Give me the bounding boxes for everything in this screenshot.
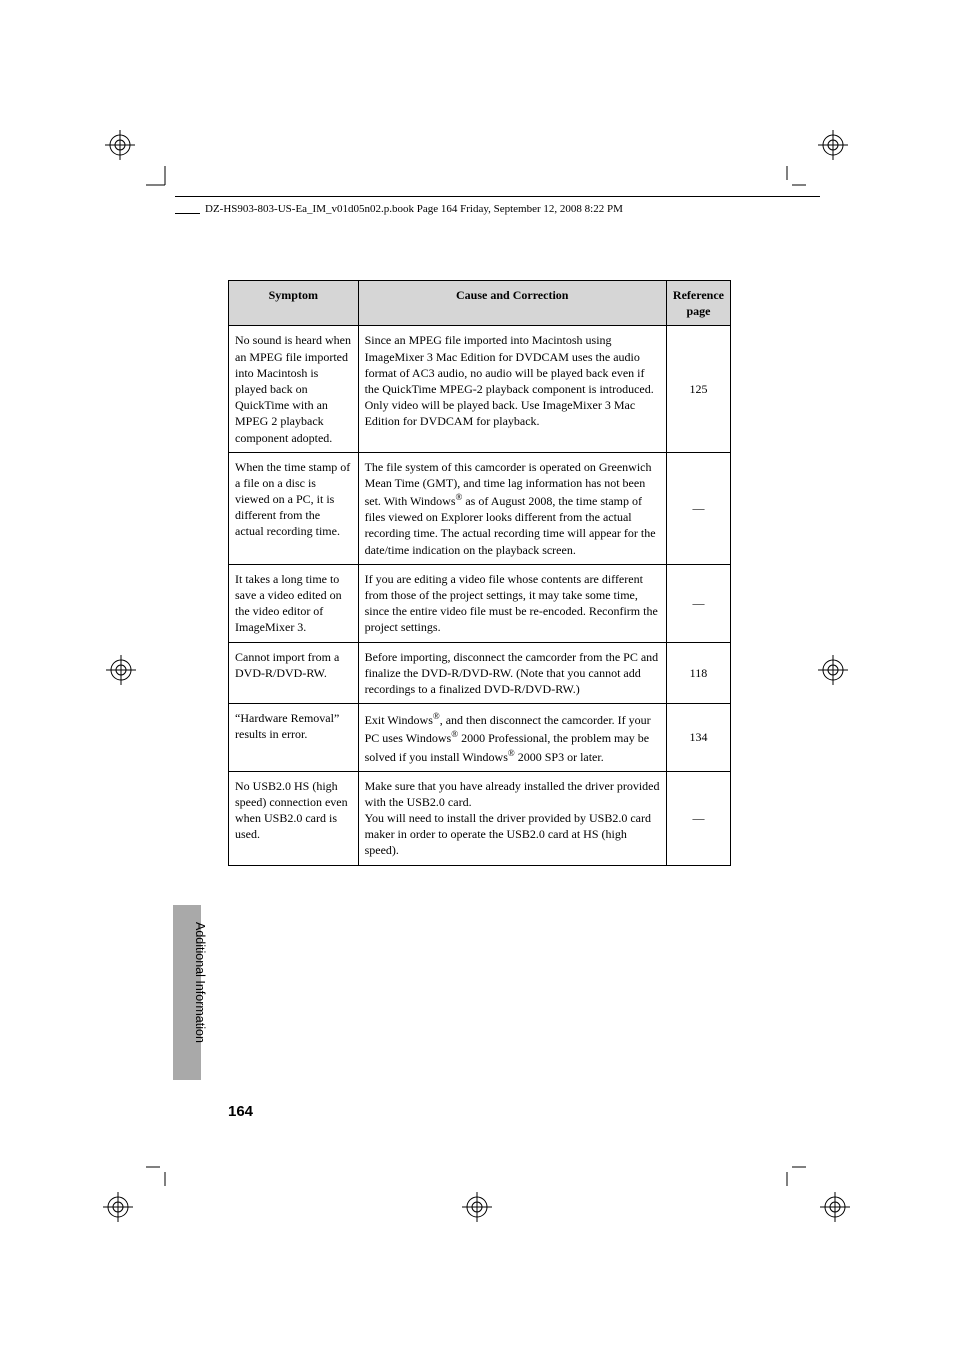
cell-cause: Exit Windows®, and then disconnect the c…: [358, 704, 666, 772]
cell-cause: Make sure that you have already installe…: [358, 771, 666, 865]
crop-mark-br: [768, 1148, 806, 1186]
cell-symptom: “Hardware Removal” results in error.: [229, 704, 359, 772]
crop-mark-bl: [146, 1148, 184, 1186]
registration-tr: [818, 130, 848, 160]
cell-cause: Before importing, disconnect the camcord…: [358, 642, 666, 704]
cell-ref: 134: [666, 704, 730, 772]
cell-cause: If you are editing a video file whose co…: [358, 564, 666, 642]
registration-lmid: [106, 655, 136, 685]
table-row: No USB2.0 HS (high speed) connection eve…: [229, 771, 731, 865]
registration-rmid: [818, 655, 848, 685]
registration-bl: [103, 1192, 133, 1222]
cell-symptom: No sound is heard when an MPEG file impo…: [229, 326, 359, 452]
registration-bmid: [462, 1192, 492, 1222]
registration-tl: [105, 130, 135, 160]
page-number: 164: [228, 1103, 253, 1120]
table-row: No sound is heard when an MPEG file impo…: [229, 326, 731, 452]
cell-cause: The file system of this camcorder is ope…: [358, 452, 666, 564]
registration-br: [820, 1192, 850, 1222]
header-cause: Cause and Correction: [358, 281, 666, 326]
table-row: When the time stamp of a file on a disc …: [229, 452, 731, 564]
table-row: It takes a long time to save a video edi…: [229, 564, 731, 642]
cell-symptom: It takes a long time to save a video edi…: [229, 564, 359, 642]
cell-ref: —: [666, 564, 730, 642]
troubleshooting-table: Symptom Cause and Correction Reference p…: [228, 280, 731, 866]
table-header-row: Symptom Cause and Correction Reference p…: [229, 281, 731, 326]
cell-ref: —: [666, 771, 730, 865]
cell-ref: —: [666, 452, 730, 564]
header-reference: Reference page: [666, 281, 730, 326]
cell-ref: 118: [666, 642, 730, 704]
side-section-label: Additional Information: [193, 922, 207, 1043]
crop-mark-tl: [146, 166, 184, 204]
cell-symptom: No USB2.0 HS (high speed) connection eve…: [229, 771, 359, 865]
table-row: Cannot import from a DVD-R/DVD-RW. Befor…: [229, 642, 731, 704]
crop-mark-tr: [768, 166, 806, 204]
cell-cause: Since an MPEG file imported into Macinto…: [358, 326, 666, 452]
table-row: “Hardware Removal” results in error. Exi…: [229, 704, 731, 772]
header-symptom: Symptom: [229, 281, 359, 326]
cell-symptom: Cannot import from a DVD-R/DVD-RW.: [229, 642, 359, 704]
running-header: DZ-HS903-803-US-Ea_IM_v01d05n02.p.book P…: [205, 203, 623, 215]
cell-symptom: When the time stamp of a file on a disc …: [229, 452, 359, 564]
header-rule-short: [175, 213, 200, 214]
header-rule: [175, 196, 820, 197]
cell-ref: 125: [666, 326, 730, 452]
